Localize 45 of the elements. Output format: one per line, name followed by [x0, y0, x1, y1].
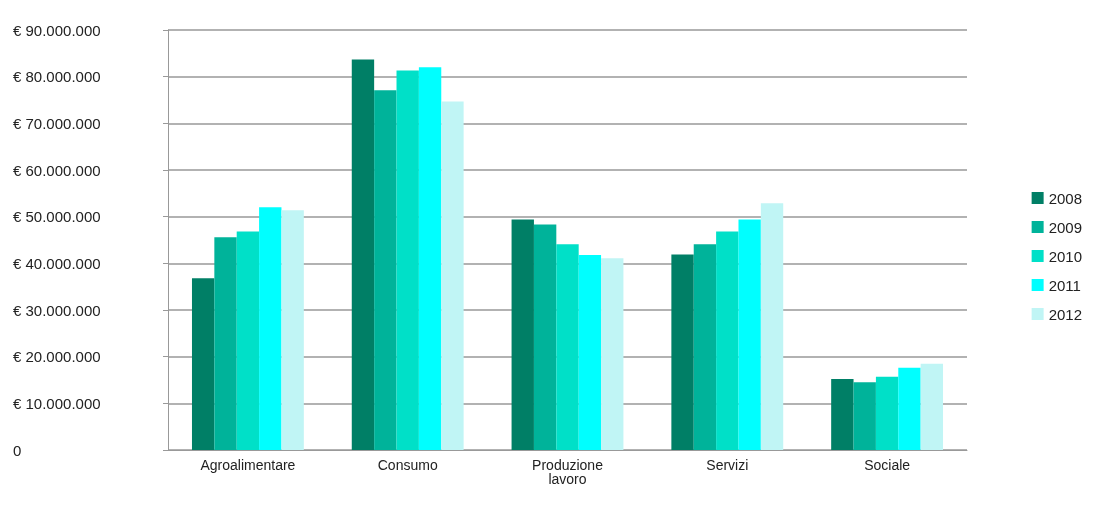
y-tick-label: € 10.000.000 [13, 394, 101, 412]
bar [738, 219, 761, 450]
x-tick-label: Produzione lavoro [532, 457, 604, 487]
bar [693, 244, 717, 450]
y-tick-label: € 50.000.000 [13, 208, 101, 226]
bar [601, 258, 624, 450]
y-tick-label: € 90.000.000 [13, 21, 101, 39]
bar [556, 244, 579, 450]
bar [236, 231, 260, 450]
legend-label: 2009 [1048, 218, 1083, 236]
legend-label: 2010 [1048, 247, 1083, 265]
bar [716, 231, 739, 450]
legend-label: 2011 [1048, 276, 1081, 294]
legend-label: 2008 [1048, 189, 1083, 207]
y-tick-label: € 80.000.000 [13, 68, 101, 86]
bar [259, 207, 282, 450]
bar [760, 203, 784, 450]
x-tick-label: Sociale [864, 457, 911, 473]
bar [578, 254, 602, 450]
bar [920, 363, 944, 450]
bar [898, 367, 921, 450]
y-tick-label: € 60.000.000 [13, 161, 101, 179]
y-tick-label: € 30.000.000 [13, 301, 101, 319]
x-tick-label: Consumo [377, 457, 438, 473]
y-tick-label: 0 [13, 441, 22, 459]
bar [853, 382, 876, 450]
y-tick-label: € 70.000.000 [13, 114, 101, 132]
bar [533, 224, 557, 450]
bar [351, 59, 375, 450]
bar [396, 70, 419, 450]
bar [281, 210, 304, 450]
bar [671, 254, 694, 450]
x-tick-label: Agroalimentare [200, 457, 296, 473]
bar [418, 67, 442, 450]
bar [191, 278, 215, 450]
bar [511, 219, 534, 450]
x-tick-label: Servizi [706, 457, 749, 473]
bar [214, 237, 237, 450]
bar [374, 90, 397, 450]
bar [875, 376, 899, 450]
bar [441, 101, 464, 450]
y-tick-label: € 20.000.000 [13, 348, 101, 366]
bar [831, 379, 854, 450]
legend-label: 2012 [1048, 305, 1083, 323]
y-tick-label: € 40.000.000 [13, 254, 101, 272]
